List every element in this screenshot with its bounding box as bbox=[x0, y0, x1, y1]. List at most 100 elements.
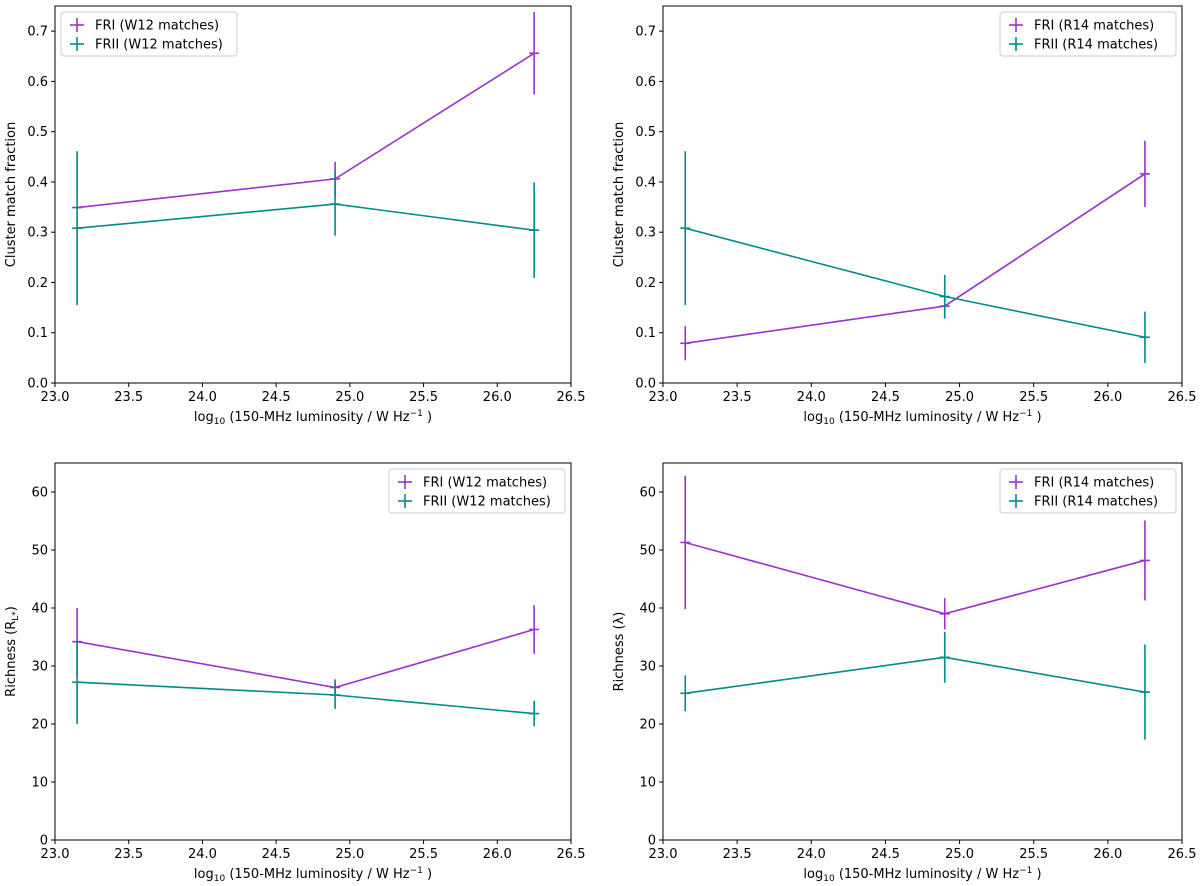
y-tick-label: 0.6 bbox=[27, 75, 48, 90]
x-tick-label: 24.0 bbox=[188, 390, 217, 405]
x-axis-label: log10 (150-MHz luminosity / W Hz−1 ) bbox=[194, 409, 432, 427]
legend-box bbox=[999, 468, 1177, 514]
y-tick-label: 0.4 bbox=[635, 175, 656, 190]
y-axis-label: Cluster match fraction bbox=[612, 122, 627, 267]
y-tick-label: 20 bbox=[639, 718, 656, 733]
y-tick-label: 40 bbox=[639, 602, 656, 617]
x-tick-label: 23.5 bbox=[114, 847, 143, 862]
y-tick-label: 0.3 bbox=[635, 226, 656, 241]
y-tick-label: 0.3 bbox=[27, 226, 48, 241]
y-tick-label: 10 bbox=[31, 776, 48, 791]
legend: FRI (W12 matches) FRII (W12 matches) bbox=[60, 11, 238, 57]
y-tick-label: 60 bbox=[31, 486, 48, 501]
y-tick-label: 30 bbox=[639, 660, 656, 675]
y-tick-label: 0.0 bbox=[635, 377, 656, 392]
series-1 bbox=[72, 151, 540, 306]
y-axis-label: Richness (λ) bbox=[612, 612, 627, 692]
y-tick-label: 0 bbox=[40, 834, 48, 849]
chart-panel-bottom-right: 23.0 23.5 24.0 24.5 25.0 25.5 26.0 26.5 0 10 20 30 4… bbox=[612, 462, 1197, 884]
y-tick-label: 60 bbox=[639, 486, 656, 501]
axes-frame bbox=[662, 5, 1183, 384]
x-tick-label: 23.5 bbox=[723, 390, 752, 405]
legend: FRI (R14 matches) FRII (R14 matches) bbox=[999, 468, 1177, 514]
x-tick-label: 26.0 bbox=[483, 847, 512, 862]
x-tick-label: 24.5 bbox=[262, 847, 291, 862]
x-tick-label: 25.5 bbox=[1019, 390, 1048, 405]
axes-frame bbox=[54, 5, 572, 384]
x-tick-label: 26.5 bbox=[1168, 847, 1197, 862]
x-tick-label: 24.0 bbox=[188, 847, 217, 862]
legend-label: FRII (R14 matches) bbox=[1034, 38, 1158, 53]
x-tick-label: 24.0 bbox=[797, 390, 826, 405]
y-tick-label: 0.1 bbox=[27, 326, 48, 341]
series-1 bbox=[680, 151, 1150, 363]
y-tick-label: 0.7 bbox=[635, 25, 656, 40]
legend-label: FRI (W12 matches) bbox=[423, 476, 547, 491]
series-1 bbox=[680, 631, 1150, 740]
legend-box bbox=[60, 11, 238, 57]
y-tick-label: 0.2 bbox=[635, 276, 656, 291]
y-axis-label: Cluster match fraction bbox=[4, 122, 19, 267]
x-tick-label: 26.5 bbox=[557, 390, 586, 405]
chart-panel-top-right: 23.0 23.5 24.0 24.5 25.0 25.5 26.0 26.5 0.0 0.1 0.… bbox=[612, 5, 1197, 427]
x-axis-label: log10 (150-MHz luminosity / W Hz−1 ) bbox=[803, 409, 1041, 427]
legend-label: FRII (R14 matches) bbox=[1034, 495, 1158, 510]
y-tick-label: 0.5 bbox=[27, 125, 48, 140]
y-tick-label: 0 bbox=[648, 834, 656, 849]
chart-panel-bottom-left: 23.0 23.5 24.0 24.5 25.0 25.5 26.0 26.5 0 10 20 30 4… bbox=[4, 462, 586, 884]
y-tick-label: 0.6 bbox=[635, 75, 656, 90]
x-tick-label: 24.5 bbox=[871, 847, 900, 862]
x-tick-label: 24.5 bbox=[871, 390, 900, 405]
x-tick-label: 23.5 bbox=[114, 390, 143, 405]
x-axis-label: log10 (150-MHz luminosity / W Hz−1 ) bbox=[194, 866, 432, 884]
series-0 bbox=[680, 475, 1150, 630]
x-tick-label: 25.0 bbox=[945, 847, 974, 862]
axes-frame bbox=[54, 462, 572, 841]
y-tick-label: 0.5 bbox=[635, 125, 656, 140]
legend: FRI (R14 matches) FRII (R14 matches) bbox=[999, 11, 1177, 57]
y-tick-label: 0.7 bbox=[27, 25, 48, 40]
x-tick-label: 26.0 bbox=[1093, 390, 1122, 405]
y-tick-label: 30 bbox=[31, 660, 48, 675]
legend-label: FRI (R14 matches) bbox=[1034, 476, 1154, 491]
y-tick-label: 40 bbox=[31, 602, 48, 617]
x-tick-label: 23.0 bbox=[41, 390, 70, 405]
y-tick-label: 20 bbox=[31, 718, 48, 733]
legend: FRI (W12 matches) FRII (W12 matches) bbox=[388, 468, 566, 514]
series-1 bbox=[72, 640, 540, 727]
axes-frame bbox=[662, 462, 1183, 841]
x-tick-label: 26.5 bbox=[557, 847, 586, 862]
x-tick-label: 25.5 bbox=[1019, 847, 1048, 862]
x-axis-label: log10 (150-MHz luminosity / W Hz−1 ) bbox=[803, 866, 1041, 884]
legend-label: FRII (W12 matches) bbox=[95, 38, 223, 53]
x-tick-label: 24.0 bbox=[797, 847, 826, 862]
y-tick-label: 0.1 bbox=[635, 326, 656, 341]
legend-box bbox=[999, 11, 1177, 57]
x-tick-label: 26.5 bbox=[1168, 390, 1197, 405]
x-tick-label: 23.0 bbox=[649, 390, 678, 405]
chart-panel-top-left: 23.0 23.5 24.0 24.5 25.0 25.5 26.0 26.5 0.0 0.1 0.… bbox=[4, 5, 586, 427]
y-tick-label: 10 bbox=[639, 776, 656, 791]
y-tick-label: 50 bbox=[639, 544, 656, 559]
y-tick-label: 0.2 bbox=[27, 276, 48, 291]
legend-label: FRII (W12 matches) bbox=[423, 495, 551, 510]
x-tick-label: 26.0 bbox=[1093, 847, 1122, 862]
x-tick-label: 25.0 bbox=[945, 390, 974, 405]
y-tick-label: 50 bbox=[31, 544, 48, 559]
y-axis-label: Richness (RL*) bbox=[4, 606, 21, 697]
legend-label: FRI (R14 matches) bbox=[1034, 19, 1154, 34]
x-tick-label: 25.0 bbox=[335, 390, 364, 405]
x-tick-label: 24.5 bbox=[262, 390, 291, 405]
x-tick-label: 26.0 bbox=[483, 390, 512, 405]
x-tick-label: 23.0 bbox=[41, 847, 70, 862]
y-tick-label: 0.0 bbox=[27, 377, 48, 392]
x-tick-label: 25.5 bbox=[409, 390, 438, 405]
x-tick-label: 23.0 bbox=[649, 847, 678, 862]
x-tick-label: 25.0 bbox=[335, 847, 364, 862]
y-tick-label: 0.4 bbox=[27, 175, 48, 190]
x-tick-label: 23.5 bbox=[723, 847, 752, 862]
legend-box bbox=[388, 468, 566, 514]
x-tick-label: 25.5 bbox=[409, 847, 438, 862]
legend-label: FRI (W12 matches) bbox=[95, 19, 219, 34]
